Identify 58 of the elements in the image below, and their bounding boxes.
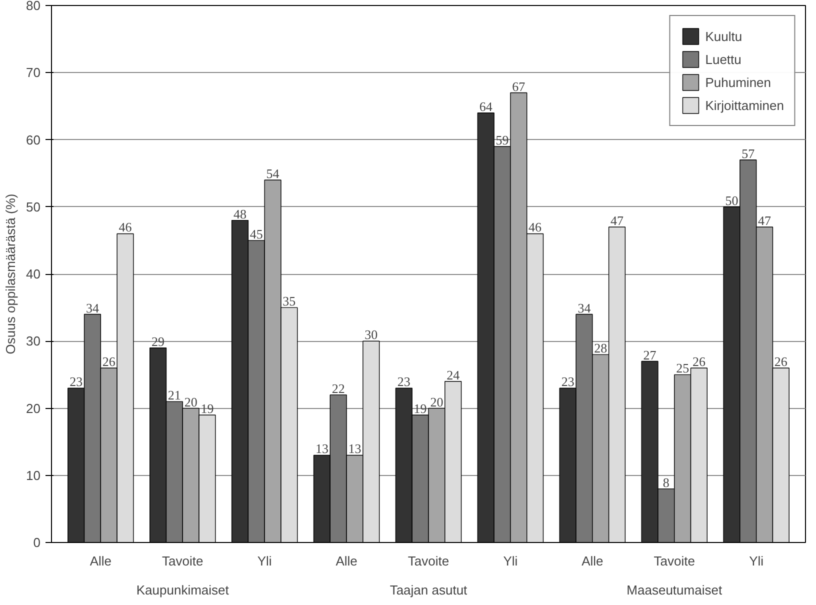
y-tick-label: 40 (26, 266, 41, 282)
y-tick-label: 30 (26, 334, 41, 349)
data-label: 35 (282, 294, 296, 309)
data-label: 25 (676, 360, 690, 376)
data-label: 26 (102, 354, 116, 369)
data-label: 24 (446, 367, 460, 382)
x-tick-label: Tavoite (408, 554, 450, 568)
data-label: 23 (397, 374, 410, 390)
legend-label: Kuultu (705, 28, 742, 44)
data-label: 23 (561, 374, 574, 390)
data-label: 26 (692, 354, 706, 369)
x-tick-label: Alle (336, 554, 358, 568)
text: Maaseutumaiset (626, 582, 722, 598)
legend-label: Luettu (705, 52, 742, 66)
data-label: 23 (70, 374, 83, 390)
x-tick-label: Yli (503, 554, 518, 568)
data-label: 46 (118, 220, 132, 235)
data-label: 50 (725, 192, 738, 208)
y-tick-label: 70 (26, 65, 41, 80)
data-label: 13 (348, 441, 362, 456)
data-label: 34 (86, 300, 100, 316)
data-label: 28 (594, 340, 608, 356)
x-tick-label: Alle (582, 554, 604, 568)
x-tick-label: Yli (257, 554, 272, 568)
y-tick-label: 10 (26, 468, 41, 483)
text: Kaupunkimaiset (136, 582, 230, 598)
data-label: 20 (430, 394, 444, 410)
data-label: 20 (184, 394, 198, 410)
data-label: 13 (315, 441, 328, 456)
data-label: 22 (332, 380, 345, 396)
data-label: 64 (479, 98, 493, 114)
data-label: 47 (610, 213, 624, 228)
x-tick-label: Yli (749, 554, 764, 568)
y-tick-label: 0 (33, 535, 41, 550)
x-tick-label: Tavoite (654, 554, 695, 568)
legend-label: Kirjoittaminen (705, 98, 784, 112)
data-label: 48 (234, 206, 246, 222)
x-tick-label: Alle (90, 554, 112, 568)
y-tick-label: 50 (26, 199, 41, 214)
data-label: 21 (168, 388, 181, 403)
data-label: 26 (774, 354, 788, 369)
y-tick-label: 80 (26, 0, 41, 13)
data-label: 8 (662, 474, 670, 490)
data-label: 67 (512, 78, 526, 94)
data-label: 45 (250, 226, 263, 242)
text: Taajan asutut (390, 582, 468, 598)
data-label: 34 (578, 300, 592, 316)
x-tick-label: Tavoite (162, 554, 204, 568)
y-tick-label: 20 (26, 400, 41, 416)
data-label: 57 (742, 146, 756, 161)
y-tick-label: 60 (26, 132, 41, 148)
y-axis-title: Osuus oppilasmäärästä (%) (3, 194, 18, 354)
legend-label: Puhuminen (705, 74, 772, 90)
data-label: 54 (266, 166, 280, 182)
data-label: 30 (364, 327, 378, 342)
data-label: 47 (758, 213, 772, 228)
data-label: 27 (643, 347, 657, 362)
data-label: 46 (528, 220, 542, 235)
